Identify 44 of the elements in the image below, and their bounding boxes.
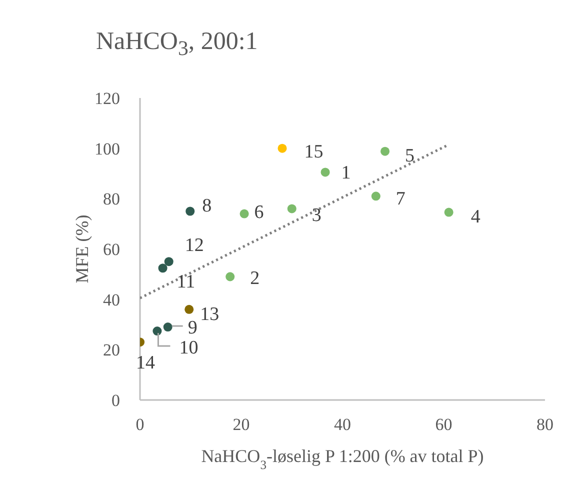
- x-tick-label: 20: [232, 415, 250, 434]
- point: [158, 264, 168, 273]
- point: [184, 304, 194, 314]
- annotation: 4: [470, 206, 481, 228]
- annotation: 9: [188, 317, 198, 338]
- x-axis-title: NaHCO$_{3}$-løselig P 1:200 (% av total P): [201, 446, 484, 472]
- annotation: 10: [179, 337, 198, 358]
- annotation: 15: [304, 142, 324, 163]
- y-tick-label: 20: [103, 340, 120, 360]
- point: [444, 208, 454, 217]
- y-tick-label: 100: [94, 139, 120, 158]
- point: [380, 146, 390, 156]
- annotation: 12: [184, 234, 204, 256]
- y-tick-label: 120: [94, 89, 120, 108]
- annotation: 2: [250, 268, 260, 290]
- y-tick-label: 80: [103, 190, 120, 209]
- y-tick-label: 40: [103, 290, 120, 310]
- chart-title: NaHCO$_{3}$, 200:1: [96, 28, 258, 61]
- annotation: 14: [136, 352, 156, 374]
- point: [287, 204, 296, 214]
- x-tick-label: 40: [334, 415, 351, 434]
- point: [240, 209, 249, 218]
- y-tick-label: 60: [103, 240, 120, 260]
- annotation: 3: [312, 205, 322, 226]
- annotation: 13: [200, 304, 220, 325]
- point: [278, 144, 287, 153]
- annotation: 6: [254, 202, 264, 224]
- annotation: 1: [341, 162, 351, 184]
- point: [186, 206, 195, 216]
- annotation: 11: [176, 271, 196, 292]
- point: [152, 326, 162, 336]
- annotation: 7: [396, 188, 406, 210]
- x-tick-label: 60: [435, 415, 452, 434]
- point: [164, 257, 174, 266]
- y-axis-title: MFE (%): [72, 214, 92, 284]
- x-tick-label: 80: [536, 415, 554, 434]
- x-tick-label: 0: [136, 415, 144, 434]
- annotation: 8: [202, 196, 212, 217]
- point: [226, 272, 235, 282]
- point: [163, 322, 172, 332]
- y-tick-label: 0: [112, 391, 120, 410]
- annotation: 5: [405, 146, 415, 167]
- point: [320, 168, 330, 177]
- point: [371, 192, 380, 201]
